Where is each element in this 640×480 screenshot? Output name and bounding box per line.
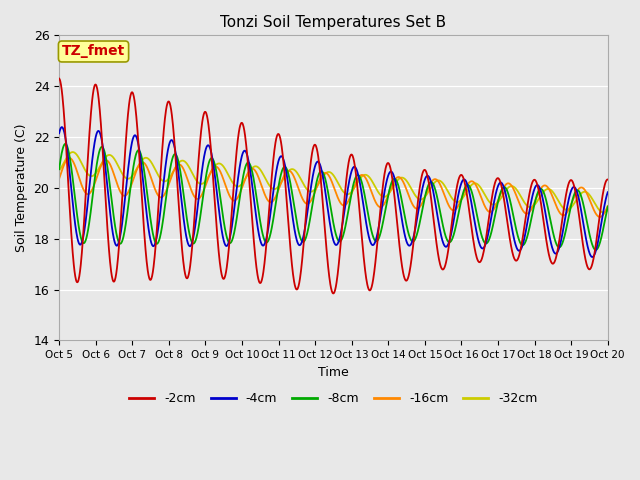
- Text: TZ_fmet: TZ_fmet: [62, 45, 125, 59]
- X-axis label: Time: Time: [318, 366, 349, 379]
- Legend: -2cm, -4cm, -8cm, -16cm, -32cm: -2cm, -4cm, -8cm, -16cm, -32cm: [124, 387, 543, 410]
- Title: Tonzi Soil Temperatures Set B: Tonzi Soil Temperatures Set B: [220, 15, 447, 30]
- Y-axis label: Soil Temperature (C): Soil Temperature (C): [15, 124, 28, 252]
